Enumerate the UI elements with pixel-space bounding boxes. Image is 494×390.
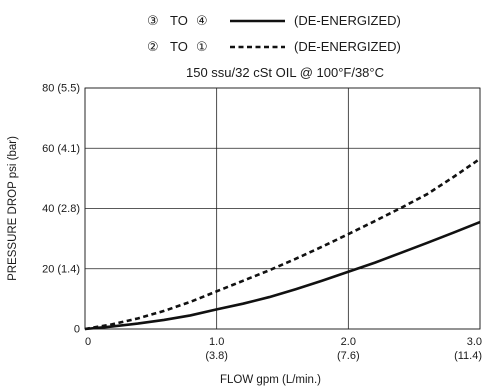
legend-dashed-name: (DE-ENERGIZED) [294, 39, 401, 54]
chart-subtitle: 150 ssu/32 cSt OIL @ 100°F/38°C [186, 65, 384, 80]
y-tick-label-2: 40 (2.8) [42, 203, 80, 215]
series-line-solid [84, 220, 481, 331]
x-tick-label-2: 2.0 [341, 336, 356, 348]
x-tick-label-1: 1.0 [209, 336, 224, 348]
y-tick-label-0: 0 [74, 324, 80, 336]
x-tick-sublabel-2: (7.6) [337, 350, 360, 362]
legend-dashed-to: TO [170, 39, 188, 54]
y-tick-label-3: 60 (4.1) [42, 143, 80, 155]
y-tick-label-4: 80 (5.5) [42, 83, 80, 95]
series-layer [84, 157, 481, 331]
x-tick-sublabel-1: (3.8) [205, 350, 228, 362]
legend-entry-dashed: ② TO ① (DE-ENERGIZED) [147, 39, 401, 54]
x-tick-sublabel-3: (11.4) [454, 350, 482, 362]
y-axis-ticks: 0 20 (1.4) 40 (2.8) 60 (4.1) 80 (5.5) [42, 83, 80, 336]
y-tick-label-1: 20 (1.4) [42, 263, 80, 275]
legend-dashed-port-to: ① [196, 39, 208, 54]
legend-solid-to: TO [170, 13, 188, 28]
plot-frame [84, 87, 481, 330]
y-axis-title: PRESSURE DROP psi (bar) [7, 136, 19, 281]
legend-entry-solid: ③ TO ④ (DE-ENERGIZED) [147, 13, 401, 28]
legend-solid-port-from: ③ [147, 13, 159, 28]
legend-solid-port-to: ④ [196, 13, 208, 28]
legend-dashed-port-from: ② [147, 39, 159, 54]
legend: ③ TO ④ (DE-ENERGIZED) ② TO ① (DE-ENERGIZ… [147, 13, 401, 54]
series-line-dashed [84, 157, 481, 331]
legend-solid-name: (DE-ENERGIZED) [294, 13, 401, 28]
x-tick-label-3: 3.0 [467, 336, 482, 348]
x-axis-title: FLOW gpm (L/min.) [220, 374, 321, 386]
x-axis-ticks: 0 1.0 (3.8) 2.0 (7.6) 3.0 (11.4) [85, 336, 482, 362]
x-tick-label-0: 0 [85, 336, 91, 348]
